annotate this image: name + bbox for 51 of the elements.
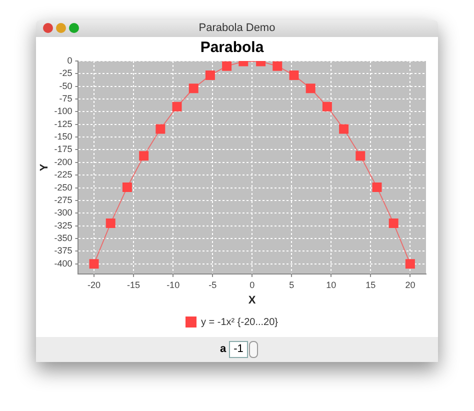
- point: [205, 70, 215, 80]
- y-tick-label: -325: [54, 220, 72, 230]
- x-tick-label: -10: [166, 280, 180, 290]
- point: [306, 84, 316, 94]
- x-tick-label: 15: [366, 280, 376, 290]
- y-tick-label: -125: [54, 118, 72, 129]
- point: [289, 70, 299, 80]
- y-tick-label: -350: [54, 232, 72, 243]
- x-tick-label: -5: [208, 280, 217, 290]
- x-axis-title: X: [248, 294, 256, 306]
- x-tick-label: 10: [326, 280, 336, 290]
- y-tick-label: -75: [59, 94, 72, 104]
- point: [372, 182, 382, 192]
- point: [139, 151, 149, 161]
- point: [405, 259, 415, 269]
- y-tick-label: -150: [54, 132, 72, 142]
- x-tick-label: 20: [405, 280, 416, 290]
- x-tick-label: 5: [289, 280, 294, 290]
- y-axis-title: Y: [38, 163, 51, 172]
- text: Parabola Demo: [198, 22, 276, 34]
- y-tick-label: -175: [54, 144, 72, 154]
- legend-label: y = -1x² {-20...20}: [201, 316, 279, 328]
- point: [172, 102, 182, 112]
- y-tick-label: -100: [54, 106, 72, 116]
- y-tick-label: -200: [54, 156, 72, 167]
- point: [322, 102, 332, 112]
- point: [356, 151, 366, 161]
- y-tick-label: -375: [54, 246, 72, 256]
- point: [106, 218, 116, 228]
- y-tick-label: 0: [67, 55, 72, 66]
- y-tick-label: -400: [54, 258, 72, 268]
- point: [89, 259, 99, 269]
- point: [188, 84, 198, 94]
- y-tick-label: -25: [59, 68, 72, 78]
- y-tick-label: -250: [54, 182, 72, 192]
- chart-title: Parabola: [200, 39, 264, 56]
- point: [222, 61, 232, 71]
- x-tick-label: -15: [127, 280, 140, 290]
- y-tick-label: -275: [54, 194, 72, 205]
- point: [272, 61, 282, 71]
- point: [339, 124, 349, 134]
- y-tick-label: -50: [59, 80, 72, 91]
- point: [156, 124, 166, 134]
- point: [388, 218, 398, 228]
- text: a: [220, 343, 226, 355]
- x-tick-label: 0: [250, 280, 255, 290]
- y-tick-label: -300: [54, 208, 72, 218]
- point: [122, 182, 132, 192]
- y-tick-label: -225: [54, 170, 72, 180]
- x-tick-label: -20: [88, 280, 101, 290]
- text: -1: [229, 341, 248, 358]
